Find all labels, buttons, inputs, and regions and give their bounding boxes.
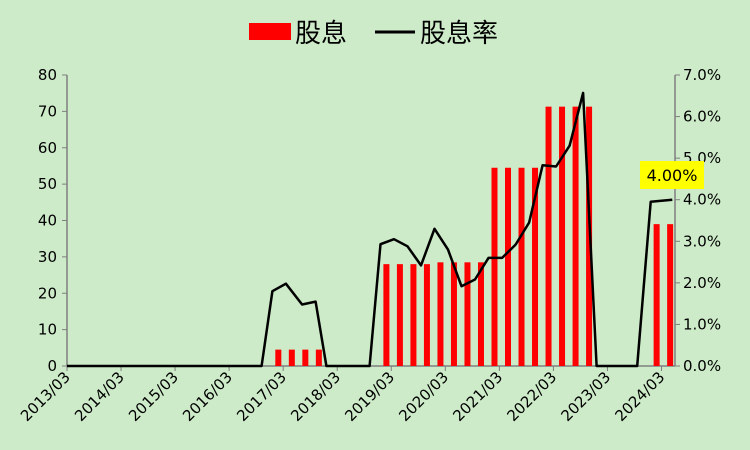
legend-bar-swatch xyxy=(249,23,291,40)
dividend-bar xyxy=(653,224,660,366)
x-tick-label: 2013/03 xyxy=(17,368,74,425)
x-tick-label: 2024/03 xyxy=(612,368,669,425)
right-tick-label: 0.0% xyxy=(683,357,721,375)
left-tick-label: 40 xyxy=(38,212,57,230)
callout-label: 4.00% xyxy=(647,166,698,185)
x-tick-label: 2022/03 xyxy=(503,368,560,425)
dividend-bar xyxy=(464,262,471,366)
legend: 股息 股息率 xyxy=(249,19,498,49)
legend-bar-label: 股息 xyxy=(295,19,347,49)
dividend-yield-line xyxy=(67,91,673,368)
annotation: 4.00% xyxy=(640,161,704,189)
x-tick-label: 2020/03 xyxy=(395,368,452,425)
left-tick-label: 30 xyxy=(38,248,57,266)
x-tick-label: 2021/03 xyxy=(449,368,506,425)
dividend-bar xyxy=(545,106,552,367)
dividend-bar xyxy=(450,262,457,366)
x-tick-label: 2023/03 xyxy=(557,368,614,425)
x-tick-label: 2019/03 xyxy=(341,368,398,425)
left-tick-label: 60 xyxy=(38,139,57,157)
dividend-bar xyxy=(559,106,566,367)
callout-box xyxy=(640,161,704,189)
dividend-bar xyxy=(437,262,444,366)
right-tick-label: 7.0% xyxy=(683,66,721,84)
dividend-bar xyxy=(396,264,403,366)
x-tick-label: 2017/03 xyxy=(233,368,290,425)
dividend-bar xyxy=(505,167,512,366)
left-tick-label: 0 xyxy=(47,357,57,375)
dividend-bar xyxy=(410,264,417,366)
dividend-bar xyxy=(423,264,430,366)
dividend-bar xyxy=(383,264,390,366)
left-tick-label: 70 xyxy=(38,102,57,120)
dividend-bar xyxy=(667,224,674,366)
x-tick-label: 2016/03 xyxy=(179,368,236,425)
legend-line-label: 股息率 xyxy=(420,19,498,49)
dividend-bar xyxy=(315,349,322,366)
x-tick-label: 2018/03 xyxy=(287,368,344,425)
dividend-bar xyxy=(288,349,295,366)
right-tick-label: 4.0% xyxy=(683,191,721,209)
dividend-bar xyxy=(572,106,579,367)
x-tick-label: 2014/03 xyxy=(71,368,128,425)
x-tick-label: 2015/03 xyxy=(125,368,182,425)
right-tick-label: 2.0% xyxy=(683,274,721,292)
left-tick-label: 80 xyxy=(38,66,57,84)
dividend-bar xyxy=(275,349,282,366)
left-tick-label: 50 xyxy=(38,175,57,193)
dividend-bar xyxy=(518,167,525,366)
right-tick-label: 3.0% xyxy=(683,232,721,250)
right-tick-label: 1.0% xyxy=(683,315,721,333)
dividend-bar xyxy=(302,349,309,366)
dividend-bar xyxy=(491,167,498,366)
left-tick-label: 20 xyxy=(38,284,57,302)
dividend-bar xyxy=(532,167,539,366)
right-tick-label: 6.0% xyxy=(683,108,721,126)
plot-area: 010203040506070800.0%1.0%2.0%3.0%4.0%5.0… xyxy=(17,66,721,425)
left-tick-label: 10 xyxy=(38,321,57,339)
dividend-bar xyxy=(477,262,484,366)
